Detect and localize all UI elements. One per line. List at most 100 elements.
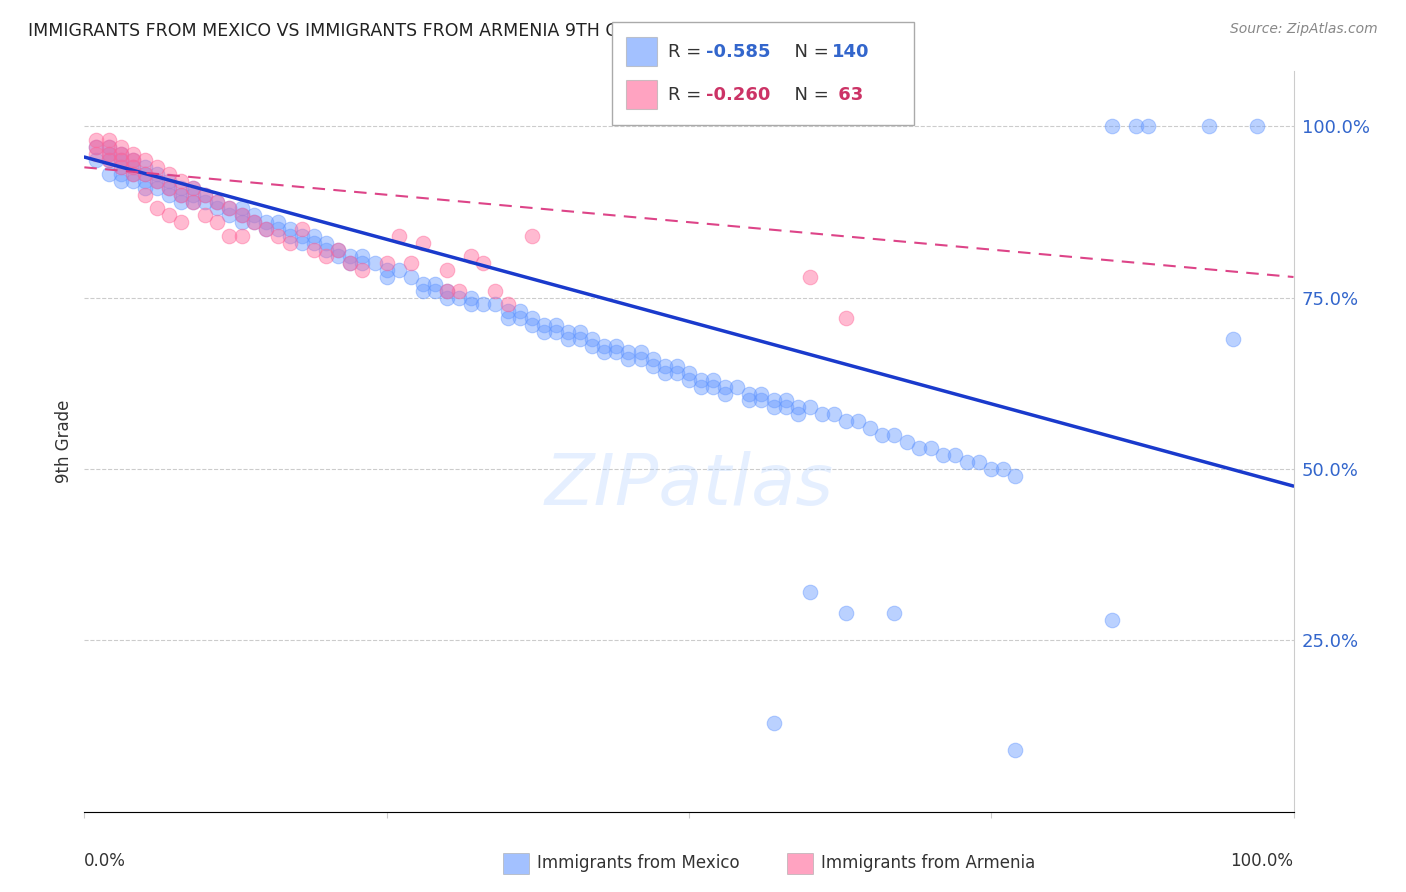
Point <box>328 250 350 264</box>
Text: N =: N = <box>783 43 835 61</box>
Point <box>823 407 845 421</box>
Point <box>943 448 966 462</box>
Point <box>436 263 458 277</box>
FancyBboxPatch shape <box>787 853 813 874</box>
Point <box>859 421 882 435</box>
Point <box>181 194 204 209</box>
Point <box>593 345 616 359</box>
Point <box>363 256 385 270</box>
Point <box>207 215 229 229</box>
Point <box>157 208 180 222</box>
Point <box>339 256 361 270</box>
Point <box>242 208 264 222</box>
Text: R =: R = <box>668 86 707 103</box>
Point <box>328 243 350 257</box>
Text: ZIPatlas: ZIPatlas <box>544 451 834 520</box>
Point <box>315 243 337 257</box>
Point <box>786 407 808 421</box>
Point <box>980 462 1002 476</box>
Point <box>436 284 458 298</box>
Point <box>714 380 737 394</box>
Point <box>302 228 325 243</box>
Point <box>194 194 217 209</box>
Point <box>641 359 664 373</box>
Point <box>110 146 132 161</box>
Text: -0.260: -0.260 <box>706 86 770 103</box>
Point <box>520 318 543 332</box>
Point <box>993 462 1015 476</box>
Point <box>1222 332 1244 346</box>
Text: 100.0%: 100.0% <box>1230 853 1294 871</box>
Point <box>702 380 724 394</box>
Point <box>460 297 482 311</box>
Point <box>97 167 120 181</box>
Point <box>315 250 337 264</box>
Point <box>110 153 132 168</box>
Point <box>231 215 253 229</box>
Point <box>1101 613 1123 627</box>
Point <box>170 187 193 202</box>
Point <box>121 167 143 181</box>
Point <box>725 380 748 394</box>
Text: R =: R = <box>668 43 707 61</box>
Point <box>690 380 713 394</box>
Point <box>544 318 567 332</box>
Point <box>557 325 579 339</box>
Point <box>799 585 821 599</box>
Point <box>352 256 374 270</box>
Point <box>690 373 713 387</box>
Point <box>194 187 217 202</box>
Point <box>267 215 290 229</box>
Point <box>97 153 120 168</box>
Point <box>786 401 808 415</box>
Point <box>352 263 374 277</box>
Point <box>751 386 773 401</box>
Point <box>181 181 204 195</box>
Point <box>678 373 700 387</box>
Point <box>194 208 217 222</box>
Point <box>581 332 603 346</box>
Point <box>121 174 143 188</box>
Point <box>630 345 652 359</box>
Point <box>714 386 737 401</box>
Point <box>533 318 555 332</box>
Point <box>472 297 495 311</box>
Point <box>569 325 592 339</box>
Point <box>181 187 204 202</box>
Point <box>110 161 132 175</box>
Point <box>846 414 869 428</box>
Point <box>134 187 156 202</box>
Point <box>484 297 506 311</box>
Point <box>170 194 193 209</box>
Point <box>883 427 905 442</box>
Point <box>1004 743 1026 757</box>
Point <box>872 427 894 442</box>
Point <box>278 235 301 250</box>
Point <box>436 284 458 298</box>
Point <box>97 146 120 161</box>
Point <box>738 386 761 401</box>
Point <box>254 222 277 236</box>
Point <box>460 291 482 305</box>
Point <box>751 393 773 408</box>
Point <box>956 455 979 469</box>
Point <box>207 194 229 209</box>
Point <box>134 174 156 188</box>
Point <box>110 174 132 188</box>
Text: Immigrants from Mexico: Immigrants from Mexico <box>537 855 740 872</box>
Point <box>146 181 169 195</box>
Point <box>449 291 471 305</box>
Point <box>388 228 411 243</box>
Point <box>231 208 253 222</box>
Point <box>121 146 143 161</box>
Point <box>170 174 193 188</box>
Point <box>242 215 264 229</box>
Point <box>1246 119 1268 133</box>
Text: IMMIGRANTS FROM MEXICO VS IMMIGRANTS FROM ARMENIA 9TH GRADE CORRELATION CHART: IMMIGRANTS FROM MEXICO VS IMMIGRANTS FRO… <box>28 22 860 40</box>
Point <box>509 311 531 326</box>
Point <box>121 153 143 168</box>
Point <box>170 181 193 195</box>
Point <box>194 187 217 202</box>
Point <box>762 393 785 408</box>
Point <box>654 366 676 380</box>
